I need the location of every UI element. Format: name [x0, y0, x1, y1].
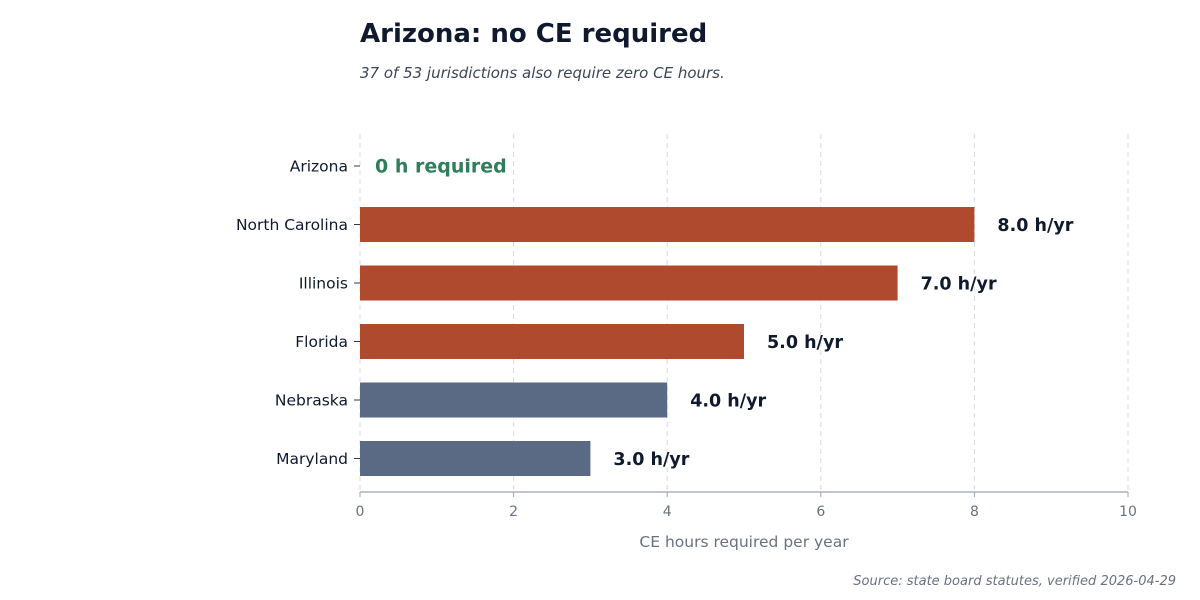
labels-layer: Arizona 0 h required North Carolina 8.0 h/y… — [236, 156, 1074, 471]
x-tick-label-2: 2 — [509, 504, 518, 520]
x-tick-label-6: 6 — [816, 504, 825, 520]
category-label-arizona: Arizona — [290, 158, 348, 176]
x-tick-label-8: 8 — [970, 504, 979, 520]
category-label-maryland: Maryland — [276, 450, 348, 468]
chart-title: Arizona: no CE required — [360, 19, 707, 49]
category-label-florida: Florida — [295, 333, 348, 351]
bar-florida — [360, 324, 744, 359]
value-label-north-carolina: 8.0 h/yr — [997, 216, 1073, 236]
value-label-florida: 5.0 h/yr — [767, 333, 843, 353]
x-axis: 0 2 4 6 8 10 — [354, 165, 1137, 520]
value-label-illinois: 7.0 h/yr — [921, 275, 997, 295]
bar-north-carolina — [360, 207, 975, 242]
value-label-maryland: 3.0 h/yr — [613, 450, 689, 470]
category-label-nebraska: Nebraska — [275, 392, 348, 410]
grid-layer — [359, 134, 1129, 492]
x-axis-label: CE hours required per year — [639, 533, 849, 551]
value-label-arizona: 0 h required — [375, 156, 507, 178]
category-label-north-carolina: North Carolina — [236, 216, 348, 234]
bar-nebraska — [360, 382, 668, 418]
x-tick-label-0: 0 — [356, 504, 365, 520]
value-label-nebraska: 4.0 h/yr — [690, 392, 766, 412]
x-tick-label-4: 4 — [663, 504, 672, 520]
source-note: Source: state board statutes, verified 2… — [853, 574, 1176, 589]
chart-subtitle: 37 of 53 jurisdictions also require zero… — [360, 64, 725, 82]
bar-illinois — [360, 265, 898, 301]
x-tick-label-10: 10 — [1119, 504, 1137, 520]
bars-layer — [360, 207, 975, 476]
bar-maryland — [360, 441, 591, 476]
category-label-illinois: Illinois — [299, 275, 348, 293]
